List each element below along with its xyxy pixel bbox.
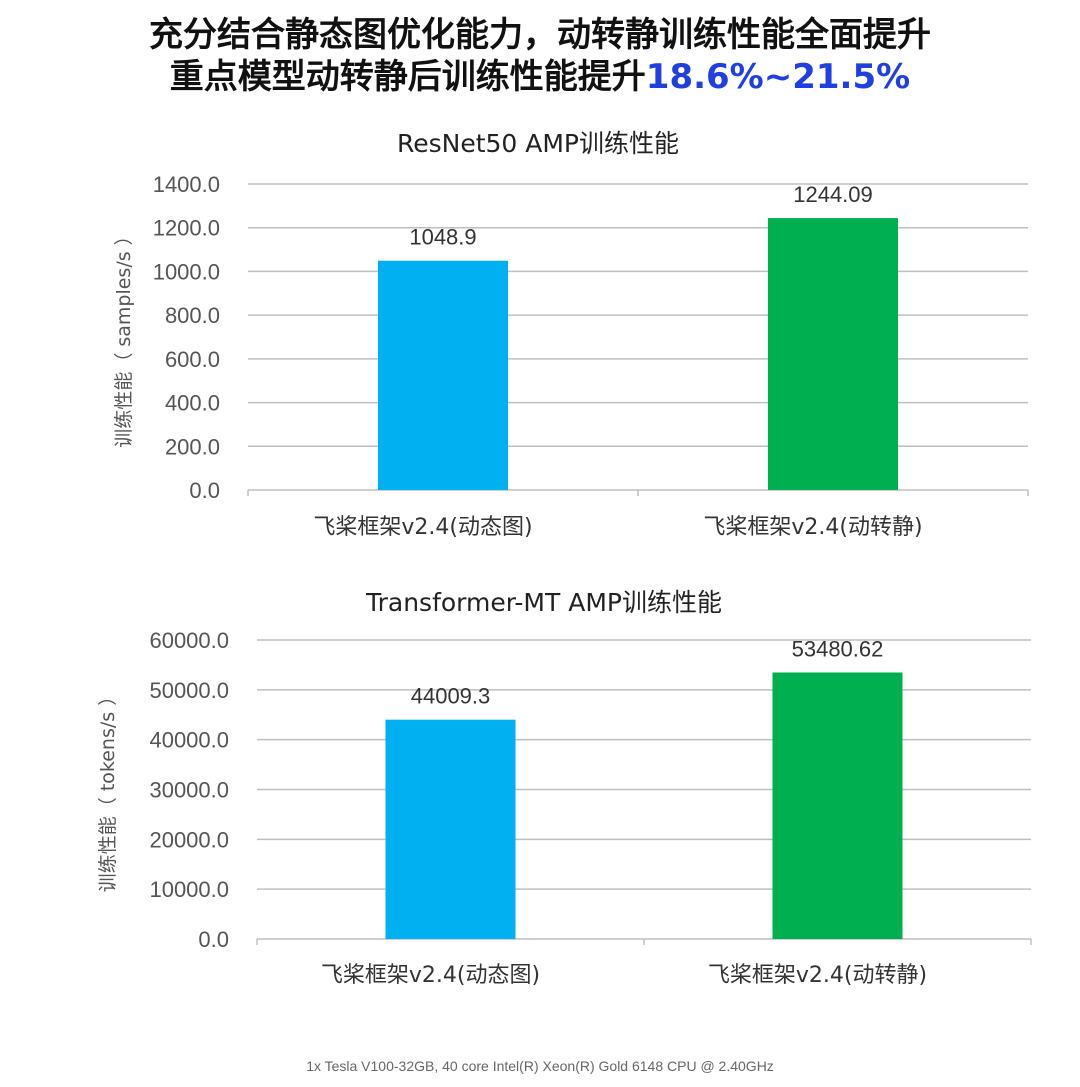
chart2-category-label: 飞桨框架v2.4(动转静) bbox=[708, 963, 927, 988]
chart1-value-label: 1244.09 bbox=[793, 182, 873, 207]
chart2-ytick-label: 30000.0 bbox=[149, 778, 229, 803]
chart1-ytick-label: 1000.0 bbox=[153, 259, 220, 284]
chart1-ytick-label: 800.0 bbox=[165, 303, 220, 328]
chart1-ytick-label: 200.0 bbox=[165, 434, 220, 459]
chart1-bar bbox=[378, 260, 508, 490]
chart1-ytick-label: 600.0 bbox=[165, 347, 220, 372]
chart2-value-label: 53480.62 bbox=[792, 636, 884, 661]
headline-line-2: 重点模型动转静后训练性能提升18.6%~21.5% bbox=[0, 56, 1080, 98]
chart1-bar bbox=[768, 218, 898, 491]
chart2-ytick-label: 50000.0 bbox=[149, 678, 229, 703]
chart1-value-label: 1048.9 bbox=[409, 225, 476, 250]
chart1-ylabel: 训练性能（ samples/s ） bbox=[113, 226, 135, 447]
chart2-ytick-label: 0.0 bbox=[198, 927, 229, 952]
headline-line-1: 充分结合静态图优化能力，动转静训练性能全面提升 bbox=[149, 15, 931, 55]
chart2-value-label: 44009.3 bbox=[411, 684, 491, 709]
headline-line-2-text: 重点模型动转静后训练性能提升 bbox=[169, 57, 646, 97]
chart2-ytick-label: 10000.0 bbox=[149, 877, 229, 902]
chart2-bar bbox=[772, 672, 903, 939]
chart1-ytick-label: 0.0 bbox=[189, 478, 220, 503]
chart2-ytick-label: 60000.0 bbox=[149, 628, 229, 653]
footer-note: 1x Tesla V100-32GB, 40 core Intel(R) Xeo… bbox=[306, 1058, 774, 1074]
chart1-ytick-label: 1200.0 bbox=[153, 216, 220, 241]
chart1-title: ResNet50 AMP训练性能 bbox=[397, 129, 679, 158]
headline-highlight: 18.6%~21.5% bbox=[645, 57, 911, 97]
chart2-title: Transformer-MT AMP训练性能 bbox=[365, 588, 722, 617]
chart2-category-label: 飞桨框架v2.4(动态图) bbox=[321, 963, 540, 988]
chart2-ylabel: 训练性能（ tokens/s ） bbox=[97, 687, 119, 892]
chart1-category-label: 飞桨框架v2.4(动态图) bbox=[313, 515, 532, 540]
chart2-ytick-label: 20000.0 bbox=[149, 827, 229, 852]
chart2-ytick-label: 40000.0 bbox=[149, 728, 229, 753]
chart2-bar bbox=[385, 719, 516, 939]
chart1-category-label: 飞桨框架v2.4(动转静) bbox=[703, 515, 922, 540]
chart1-ytick-label: 400.0 bbox=[165, 391, 220, 416]
chart1-ytick-label: 1400.0 bbox=[153, 172, 220, 197]
